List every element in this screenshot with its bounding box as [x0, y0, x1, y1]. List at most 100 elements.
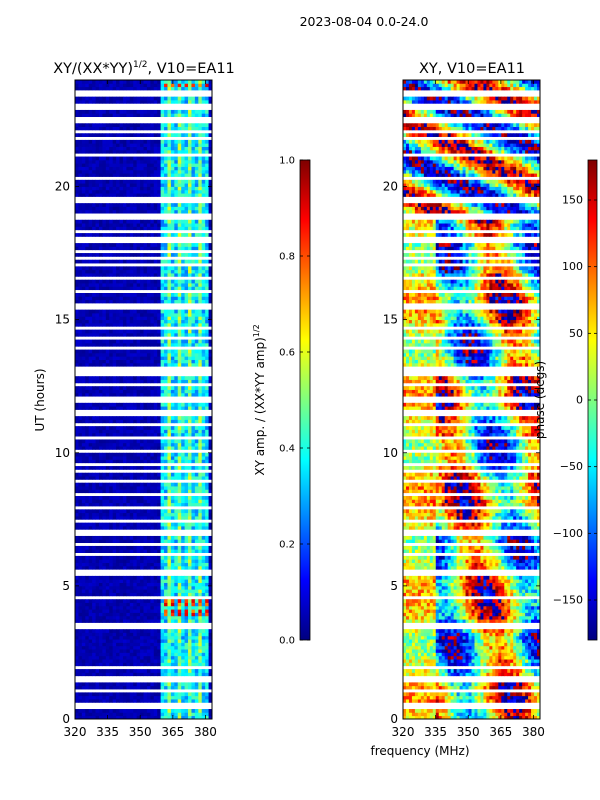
amplitude-cell [174, 126, 179, 131]
amplitude-cell [81, 203, 86, 207]
amplitude-cell [167, 439, 172, 444]
amplitude-cell [143, 389, 148, 394]
amplitude-cell [105, 579, 110, 583]
amplitude-cell [75, 312, 79, 317]
amplitude-cell [85, 283, 90, 287]
amplitude-cell [191, 612, 196, 617]
amplitude-cell [92, 499, 96, 504]
amplitude-cell [153, 579, 158, 583]
amplitude-cell [174, 562, 179, 567]
amplitude-cell [146, 476, 151, 480]
amplitude-cell [129, 509, 134, 514]
amplitude-cell [75, 133, 79, 137]
amplitude-cell [184, 476, 189, 480]
amplitude-cell [136, 635, 141, 640]
amplitude-cell [85, 426, 90, 430]
amplitude-cell [208, 253, 212, 257]
amplitude-cell [140, 332, 144, 337]
amplitude-cell [109, 402, 114, 407]
amplitude-cell [85, 515, 90, 520]
amplitude-cell [126, 496, 131, 500]
amplitude-cell [184, 642, 189, 647]
amplitude-cell [167, 149, 172, 154]
amplitude-cell [184, 193, 189, 197]
amplitude-cell [116, 585, 120, 590]
amplitude-cell [126, 322, 131, 327]
amplitude-cell [167, 169, 172, 174]
amplitude-cell [184, 432, 189, 437]
amplitude-cell [105, 555, 110, 560]
amplitude-cell [146, 389, 151, 394]
amplitude-cell [208, 206, 212, 211]
amplitude-cell [88, 226, 93, 231]
amplitude-cell [157, 489, 162, 494]
amplitude-cell [170, 432, 175, 437]
amplitude-cell [116, 582, 120, 587]
amplitude-cell [116, 166, 120, 171]
amplitude-cell [95, 163, 100, 167]
amplitude-cell [181, 266, 185, 271]
amplitude-cell [75, 632, 79, 637]
amplitude-cell [191, 515, 196, 520]
amplitude-cell [198, 386, 203, 390]
amplitude-cell [112, 339, 117, 344]
amplitude-cell [105, 166, 110, 171]
amplitude-cell [129, 159, 134, 164]
amplitude-cell [157, 159, 162, 164]
amplitude-cell [181, 592, 185, 597]
amplitude-cell [177, 502, 182, 507]
amplitude-cell [201, 669, 206, 673]
amplitude-cell [198, 599, 203, 603]
amplitude-cell [126, 655, 131, 660]
amplitude-cell [174, 489, 179, 494]
amplitude-cell [105, 466, 110, 470]
amplitude-cell [140, 446, 144, 450]
amplitude-cell [160, 226, 165, 231]
amplitude-cell [129, 309, 134, 314]
amplitude-cell [88, 562, 93, 567]
amplitude-cell [143, 376, 148, 380]
amplitude-cell [167, 502, 172, 507]
amplitude-cell [98, 233, 103, 237]
amplitude-cell [164, 652, 168, 657]
amplitude-cell [208, 273, 212, 277]
amplitude-cell [160, 429, 165, 434]
amplitude-cell [95, 482, 100, 487]
amplitude-cell [177, 149, 182, 154]
amplitude-cell [126, 639, 131, 643]
amplitude-cell [105, 209, 110, 214]
amplitude-cell [133, 609, 138, 613]
amplitude-cell [201, 619, 206, 623]
amplitude-cell [194, 349, 199, 354]
amplitude-cell [181, 602, 185, 607]
amplitude-cell [146, 319, 151, 324]
amplitude-cell [112, 645, 117, 650]
amplitude-cell [150, 682, 155, 687]
amplitude-cell [105, 133, 110, 137]
amplitude-cell [98, 186, 103, 191]
amplitude-cell [92, 259, 96, 264]
amplitude-cell [177, 159, 182, 164]
amplitude-cell [170, 273, 175, 277]
amplitude-cell [92, 456, 96, 460]
amplitude-cell [133, 322, 138, 327]
amplitude-cell [140, 163, 144, 167]
amplitude-cell [184, 163, 189, 167]
amplitude-cell [174, 322, 179, 327]
amplitude-cell [105, 189, 110, 194]
amplitude-cell [126, 319, 131, 324]
amplitude-cell [188, 342, 192, 347]
amplitude-cell [116, 149, 120, 154]
amplitude-cell [75, 379, 79, 384]
amplitude-cell [136, 286, 141, 291]
amplitude-cell [174, 695, 179, 700]
amplitude-cell [153, 356, 158, 360]
amplitude-cell [95, 126, 100, 131]
amplitude-cell [160, 322, 165, 327]
amplitude-cell [133, 329, 138, 334]
amplitude-cell [112, 319, 117, 324]
amplitude-cell [208, 402, 212, 407]
amplitude-cell [153, 133, 158, 137]
amplitude-cell [188, 515, 192, 520]
amplitude-cell [81, 699, 86, 703]
